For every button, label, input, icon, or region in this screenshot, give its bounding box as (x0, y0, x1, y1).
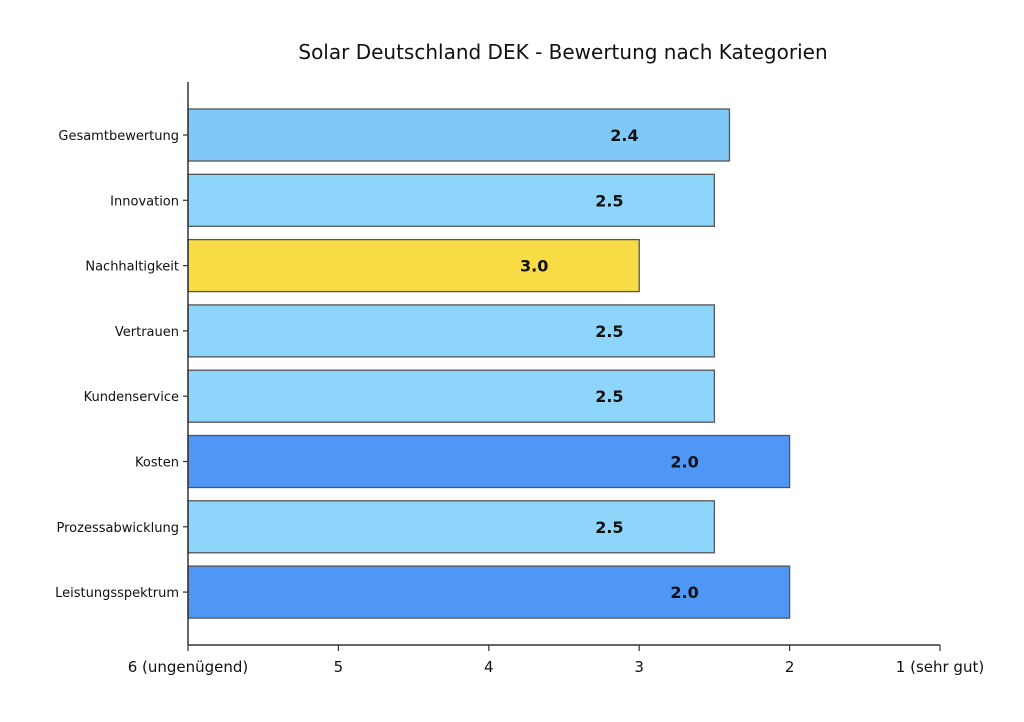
y-category-labels: Gesamtbewertung Innovation Nachhaltigkeit V… (55, 129, 188, 601)
x-tick-label-2: 2 (785, 658, 795, 676)
bars-layer (187, 108, 791, 619)
data-label-kosten: 2.0 (670, 453, 698, 472)
y-tick-label-gesamtbewertung: Gesamtbewertung (58, 129, 179, 144)
data-label-nachhaltigkeit: 3.0 (520, 257, 548, 276)
bar-leistungsspektrum (187, 565, 791, 619)
x-tick-label-6: 6 (ungenügend) (128, 658, 249, 676)
x-tick-label-4: 4 (484, 658, 494, 676)
y-tick-label-kosten: Kosten (135, 456, 179, 471)
x-ticks: 6 (ungenügend) 5 4 3 2 1 (sehr gut) (128, 645, 984, 676)
data-label-prozessabwicklung: 2.5 (595, 518, 623, 537)
data-label-innovation: 2.5 (595, 191, 623, 210)
bar-innovation (187, 173, 716, 227)
bar-gesamtbewertung (187, 108, 731, 162)
data-label-leistungsspektrum: 2.0 (670, 583, 698, 602)
data-label-kundenservice: 2.5 (595, 387, 623, 406)
y-tick-label-vertrauen: Vertrauen (115, 325, 179, 340)
data-label-vertrauen: 2.5 (595, 322, 623, 341)
bar-prozessabwicklung (187, 500, 716, 554)
y-tick-label-nachhaltigkeit: Nachhaltigkeit (85, 260, 179, 275)
data-label-gesamtbewertung: 2.4 (610, 126, 638, 145)
y-tick-label-prozessabwicklung: Prozessabwicklung (57, 521, 179, 536)
x-tick-label-5: 5 (334, 658, 344, 676)
bar-nachhaltigkeit (187, 238, 640, 293)
data-labels-layer: 2.4 2.5 3.0 2.5 2.5 2.0 2.5 2.0 (520, 126, 699, 602)
chart-title: Solar Deutschland DEK - Bewertung nach K… (298, 40, 827, 64)
y-tick-label-kundenservice: Kundenservice (84, 390, 179, 405)
x-tick-label-1: 1 (sehr gut) (896, 658, 984, 676)
y-tick-label-leistungsspektrum: Leistungsspektrum (55, 586, 179, 601)
bar-vertrauen (187, 304, 716, 358)
bar-kundenservice (187, 369, 716, 423)
y-tick-label-innovation: Innovation (110, 194, 179, 209)
x-tick-label-3: 3 (634, 658, 644, 676)
bar-kosten (187, 434, 791, 489)
